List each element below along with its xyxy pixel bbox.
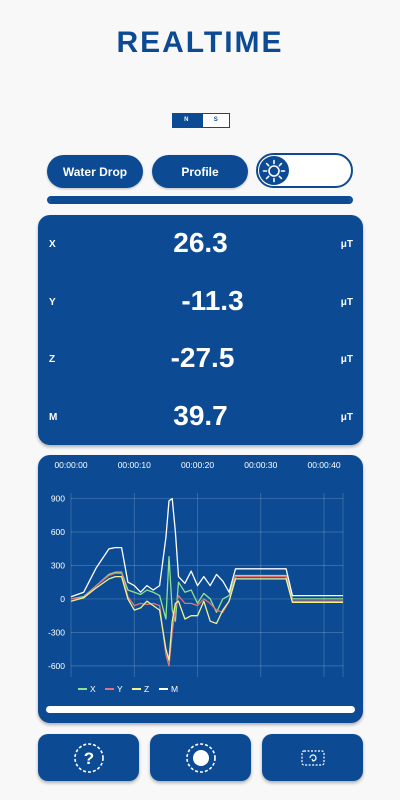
reading-value-z: -27.5 <box>170 342 235 373</box>
top-progress-bar <box>47 196 353 204</box>
series-line-y <box>70 572 343 667</box>
y-tick-label: 600 <box>51 527 65 537</box>
x-tick-label: 00:00:00 <box>54 460 87 470</box>
legend-label-x: X <box>90 684 96 694</box>
profile-label: Profile <box>181 164 219 179</box>
x-tick-label: 00:00:40 <box>307 460 340 470</box>
series-line-z <box>70 575 343 661</box>
svg-text:?: ? <box>83 749 93 768</box>
reading-row-x: X 26.3 μT <box>38 225 363 265</box>
x-tick-label: 00:00:30 <box>244 460 277 470</box>
unit-label-y: μT <box>340 297 353 308</box>
rotate-screen-icon <box>300 749 325 766</box>
unit-label-x: μT <box>340 239 353 250</box>
record-button[interactable] <box>150 734 251 781</box>
sun-icon <box>259 156 289 185</box>
help-button[interactable]: ? <box>38 734 139 781</box>
axis-label-z: Z <box>49 354 56 365</box>
readings-panel: X 26.3 μT Y -11.3 μT Z -27.5 μT M 39.7 μ… <box>38 215 363 445</box>
reading-row-m: M 39.7 μT <box>38 398 363 438</box>
axis-label-x: X <box>49 239 56 250</box>
top-progress-fill <box>49 198 351 202</box>
water-drop-label: Water Drop <box>62 164 128 179</box>
unit-label-m: μT <box>340 412 353 423</box>
water-drop-button[interactable]: Water Drop <box>47 155 143 188</box>
north-label: N <box>173 114 200 127</box>
record-icon <box>185 742 216 773</box>
polarity-indicator[interactable]: N S <box>172 113 230 128</box>
light-toggle[interactable] <box>256 153 353 188</box>
axis-label-y: Y <box>49 297 56 308</box>
chart-panel: 00:00:00 00:00:10 00:00:20 00:00:30 00:00:40… <box>38 455 363 723</box>
y-tick-label: 900 <box>51 494 65 504</box>
unit-label-z: μT <box>340 354 353 365</box>
x-tick-label: 00:00:10 <box>118 460 151 470</box>
reading-value-y: -11.3 <box>181 285 244 316</box>
chart-progress-bar <box>46 706 355 713</box>
legend-label-m: M <box>171 684 178 694</box>
y-tick-label: 300 <box>51 560 65 570</box>
reading-value-m: 39.7 <box>173 400 228 431</box>
reading-value-x: 26.3 <box>173 227 228 258</box>
axis-label-m: M <box>49 412 58 423</box>
realtime-chart: 00:00:00 00:00:10 00:00:20 00:00:30 00:00:40… <box>48 460 344 694</box>
series-line-m <box>70 497 343 598</box>
rotate-button[interactable] <box>262 734 363 781</box>
y-tick-label: -300 <box>48 627 65 637</box>
legend-label-y: Y <box>117 684 123 694</box>
page-title: REALTIME <box>116 26 284 59</box>
profile-button[interactable]: Profile <box>152 155 248 188</box>
south-label: S <box>199 114 229 127</box>
reading-row-y: Y -11.3 μT <box>38 283 363 323</box>
y-tick-label: -600 <box>48 661 65 671</box>
reading-row-z: Z -27.5 μT <box>38 340 363 380</box>
help-icon: ? <box>73 742 104 773</box>
legend-label-z: Z <box>144 684 149 694</box>
y-tick-label: 0 <box>60 594 65 604</box>
series-line-x <box>70 555 343 622</box>
x-tick-label: 00:00:20 <box>181 460 214 470</box>
